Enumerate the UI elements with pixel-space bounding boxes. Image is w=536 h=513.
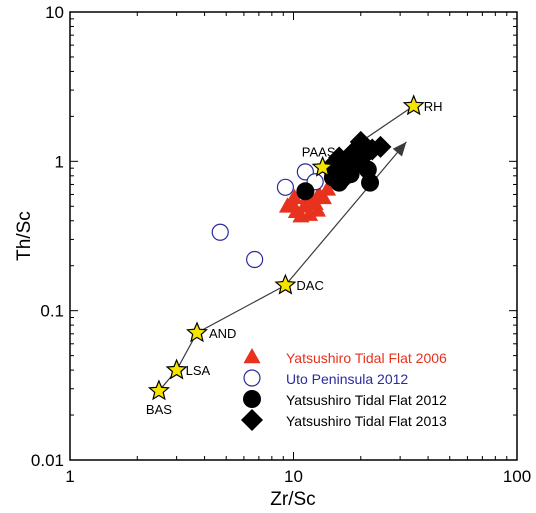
point-diamond bbox=[342, 141, 365, 164]
reference-label-dac: DAC bbox=[296, 278, 323, 293]
trend-arrow-head bbox=[392, 141, 407, 157]
point-triangle bbox=[301, 205, 319, 221]
point-open-circle bbox=[246, 250, 264, 269]
reference-label-bas: BAS bbox=[146, 402, 172, 417]
reference-label-and: AND bbox=[209, 326, 236, 341]
legend-marker-triangle bbox=[243, 348, 261, 364]
y-tick-label: 0.01 bbox=[31, 451, 64, 470]
reference-label-rh: RH bbox=[424, 99, 443, 114]
point-circle bbox=[361, 173, 380, 192]
reference-label-paas: PAAS bbox=[302, 144, 336, 159]
point-open-circle bbox=[211, 223, 229, 241]
legend-label: Uto Peninsula 2012 bbox=[286, 371, 408, 387]
axis-ticks: 1 10 100 0.01 0.1 1 10 bbox=[31, 3, 531, 486]
reference-star-dac bbox=[274, 273, 297, 295]
y-axis-title: Th/Sc bbox=[14, 211, 35, 261]
reference-star-paas bbox=[311, 155, 334, 177]
legend-marker-diamond bbox=[241, 409, 263, 431]
mixing-line bbox=[158, 284, 286, 392]
x-axis-title: Zr/Sc bbox=[270, 489, 315, 510]
point-circle bbox=[296, 182, 315, 201]
point-diamond bbox=[369, 135, 392, 158]
y-tick-label: 10 bbox=[45, 3, 64, 22]
point-open-circle bbox=[276, 178, 295, 196]
legend-label: Yatsushiro Tidal Flat 2012 bbox=[286, 392, 447, 408]
y-tick-label: 0.1 bbox=[40, 302, 64, 321]
trend-layer bbox=[158, 105, 415, 392]
reference-label-lsa: LSA bbox=[186, 363, 211, 378]
legend-label: Yatsushiro Tidal Flat 2006 bbox=[286, 350, 447, 366]
legend-marker-open-circle bbox=[243, 369, 261, 387]
point-triangle bbox=[314, 188, 332, 205]
reference-star-and bbox=[186, 321, 208, 343]
point-diamond bbox=[334, 166, 357, 189]
reference-star-rh bbox=[402, 94, 425, 116]
legend-marker-circle bbox=[243, 390, 261, 408]
y-tick-label: 1 bbox=[55, 152, 64, 171]
x-tick-label: 100 bbox=[503, 467, 531, 486]
reference-star-bas bbox=[147, 379, 171, 401]
point-triangle bbox=[285, 188, 304, 205]
x-tick-label: 10 bbox=[284, 467, 303, 486]
reference-star-lsa bbox=[165, 358, 188, 380]
x-tick-label: 1 bbox=[65, 467, 74, 486]
point-triangle bbox=[318, 180, 337, 196]
legend: Yatsushiro Tidal Flat 2006 Uto Peninsula … bbox=[241, 348, 447, 431]
reference-layer: BAS LSA AND DAC PAAS RH bbox=[146, 94, 443, 417]
legend-label: Yatsushiro Tidal Flat 2013 bbox=[286, 413, 447, 429]
trend-arrow-shaft bbox=[284, 141, 407, 286]
